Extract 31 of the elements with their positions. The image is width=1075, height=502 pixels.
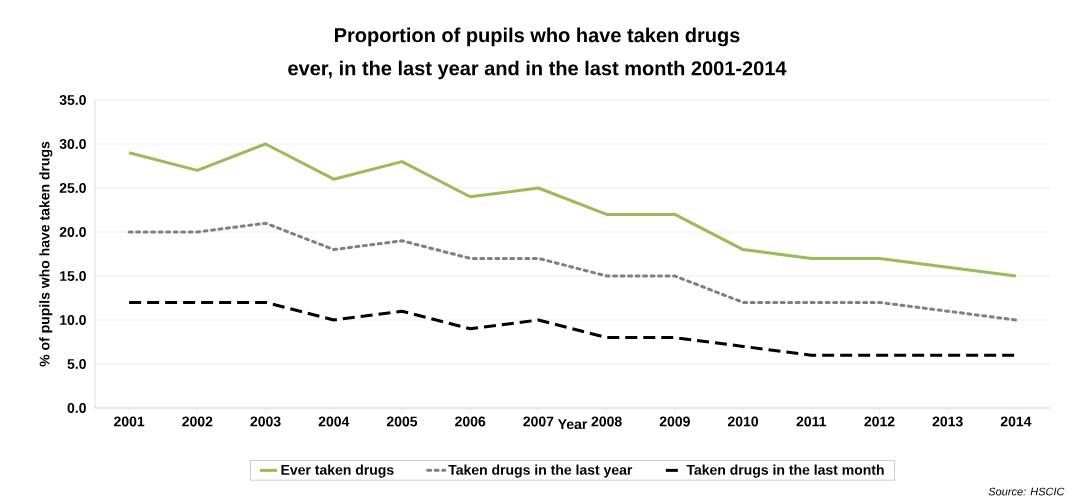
legend-label: Ever taken drugs xyxy=(281,464,394,478)
y-tick-label: 25.0 xyxy=(59,183,86,193)
x-tick-label: 2014 xyxy=(1000,416,1032,427)
y-tick-label: 10.0 xyxy=(60,315,86,325)
legend-label: Taken drugs in the last month xyxy=(686,464,884,478)
x-tick-label: 2009 xyxy=(659,416,690,427)
x-tick-label: 2007 xyxy=(523,416,554,427)
x-tick-label: 2003 xyxy=(250,416,281,427)
chart-title: Proportion of pupils who have taken drugs xyxy=(335,27,740,47)
x-tick-label: 2013 xyxy=(932,416,963,427)
y-tick-label: 20.0 xyxy=(59,227,86,237)
x-tick-label: 2008 xyxy=(591,416,622,427)
y-tick-label: 0.0 xyxy=(67,403,86,413)
y-tick-label: 5.0 xyxy=(67,359,86,369)
y-tick-label: 15.0 xyxy=(60,271,86,281)
x-tick-label: 2012 xyxy=(864,416,895,427)
x-tick-label: 2011 xyxy=(796,416,827,427)
y-tick-label: 35.0 xyxy=(59,95,86,105)
x-axis-title: Year xyxy=(557,419,588,430)
x-tick-label: 2005 xyxy=(386,416,418,427)
legend-label: Taken drugs in the last year xyxy=(448,464,633,478)
x-tick-label: 2010 xyxy=(727,416,759,427)
x-tick-label: 2001 xyxy=(114,416,145,427)
y-tick-label: 30.0 xyxy=(59,139,86,149)
line-series xyxy=(127,142,1018,278)
x-tick-label: 2004 xyxy=(318,416,350,427)
chart-subtitle: ever, in the last year and in the last month 2001-2014 xyxy=(288,60,787,80)
source-note: Source: HSCIC xyxy=(988,487,1065,496)
x-tick-label: 2006 xyxy=(455,416,486,427)
x-tick-label: 2002 xyxy=(182,416,213,427)
y-axis-title: % of pupils who have taken drugs xyxy=(39,141,53,367)
